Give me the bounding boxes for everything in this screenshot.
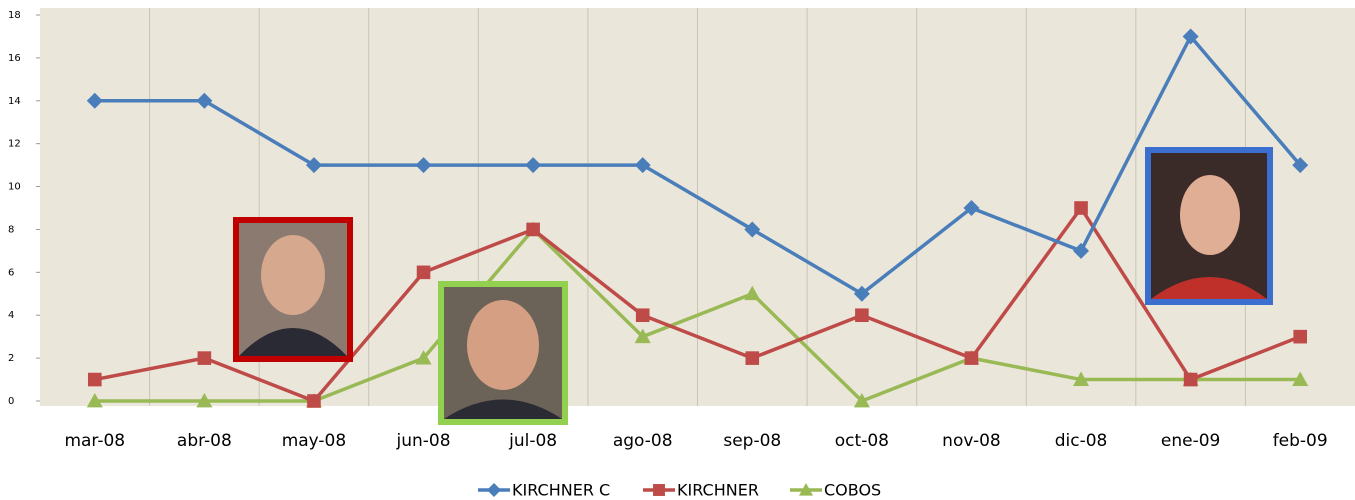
x-tick-label: nov-08 xyxy=(942,431,1001,451)
chart: KIRCHNER C KIRCHNER COBOS 0 2 4 6 8 10 12 14 16 18 m… xyxy=(0,0,1355,500)
marker xyxy=(417,266,431,280)
photo-face xyxy=(1180,175,1240,255)
photo-face xyxy=(467,300,539,390)
legend-label: KIRCHNER xyxy=(677,481,759,500)
y-tick-label: 8 xyxy=(8,224,14,235)
x-tick-label: oct-08 xyxy=(835,431,889,451)
marker xyxy=(636,308,650,322)
y-tick-label: 10 xyxy=(8,182,21,193)
marker xyxy=(1293,330,1307,344)
marker xyxy=(1074,201,1088,215)
y-tick-label: 4 xyxy=(8,310,14,321)
marker xyxy=(88,373,102,387)
y-tick-label: 2 xyxy=(8,353,14,364)
x-tick-label: sep-08 xyxy=(723,431,781,451)
x-tick-label: jun-08 xyxy=(396,431,451,451)
x-tick-label: ago-08 xyxy=(613,431,673,451)
x-tick-label: feb-09 xyxy=(1273,431,1328,451)
y-tick-label: 18 xyxy=(8,10,21,21)
x-tick-label: mar-08 xyxy=(64,431,125,451)
x-tick-label: may-08 xyxy=(282,431,347,451)
photo-face xyxy=(261,235,325,315)
marker xyxy=(965,351,979,365)
x-tick-label: ene-09 xyxy=(1161,431,1220,451)
marker xyxy=(1184,373,1198,387)
marker xyxy=(307,394,321,408)
y-tick-label: 12 xyxy=(8,139,21,150)
legend-label: KIRCHNER C xyxy=(512,481,610,500)
marker xyxy=(526,223,540,237)
x-tick-label: abr-08 xyxy=(177,431,232,451)
y-tick-label: 0 xyxy=(8,396,14,407)
x-tick-label: jul-08 xyxy=(508,431,557,451)
y-tick-label: 16 xyxy=(8,53,21,64)
legend: KIRCHNER C KIRCHNER COBOS xyxy=(478,481,881,500)
marker xyxy=(198,351,212,365)
marker xyxy=(745,351,759,365)
y-tick-label: 6 xyxy=(8,267,14,278)
y-tick-label: 14 xyxy=(8,96,21,107)
marker xyxy=(653,484,665,496)
legend-label: COBOS xyxy=(824,481,881,500)
marker xyxy=(487,483,501,497)
marker xyxy=(855,308,869,322)
x-tick-label: dic-08 xyxy=(1055,431,1108,451)
